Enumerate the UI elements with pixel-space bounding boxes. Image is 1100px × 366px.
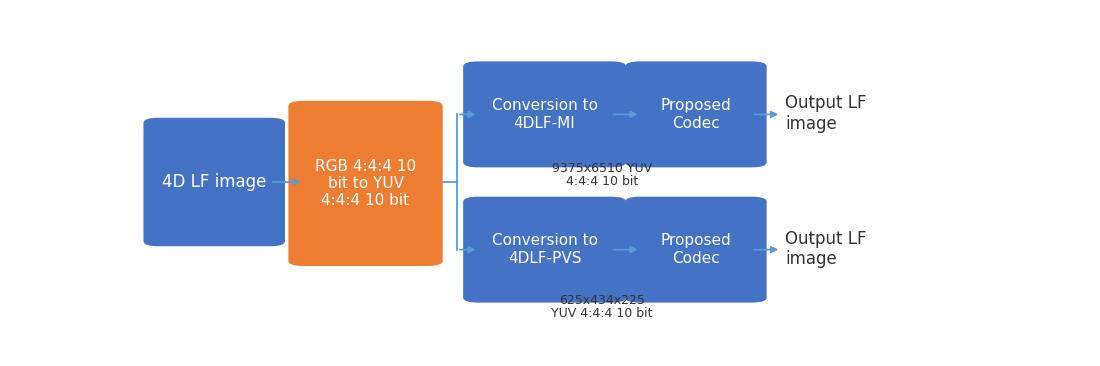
FancyBboxPatch shape <box>463 197 626 303</box>
Text: YUV 4:4:4 10 bit: YUV 4:4:4 10 bit <box>551 307 653 320</box>
Text: Output LF
image: Output LF image <box>785 230 867 269</box>
Text: 625x434x225: 625x434x225 <box>559 294 645 307</box>
Text: 9375x6510 YUV: 9375x6510 YUV <box>552 162 652 175</box>
Text: Proposed
Codec: Proposed Codec <box>660 98 732 131</box>
FancyBboxPatch shape <box>625 197 767 303</box>
Text: 4:4:4 10 bit: 4:4:4 10 bit <box>566 175 638 188</box>
FancyBboxPatch shape <box>288 101 442 266</box>
FancyBboxPatch shape <box>463 61 626 167</box>
FancyBboxPatch shape <box>625 61 767 167</box>
Text: 4D LF image: 4D LF image <box>162 173 266 191</box>
FancyBboxPatch shape <box>143 118 285 246</box>
Text: RGB 4:4:4 10
bit to YUV
4:4:4 10 bit: RGB 4:4:4 10 bit to YUV 4:4:4 10 bit <box>315 158 416 208</box>
Text: Proposed
Codec: Proposed Codec <box>660 234 732 266</box>
Text: Output LF
image: Output LF image <box>785 94 867 133</box>
Text: Conversion to
4DLF-MI: Conversion to 4DLF-MI <box>492 98 597 131</box>
Text: Conversion to
4DLF-PVS: Conversion to 4DLF-PVS <box>492 234 597 266</box>
